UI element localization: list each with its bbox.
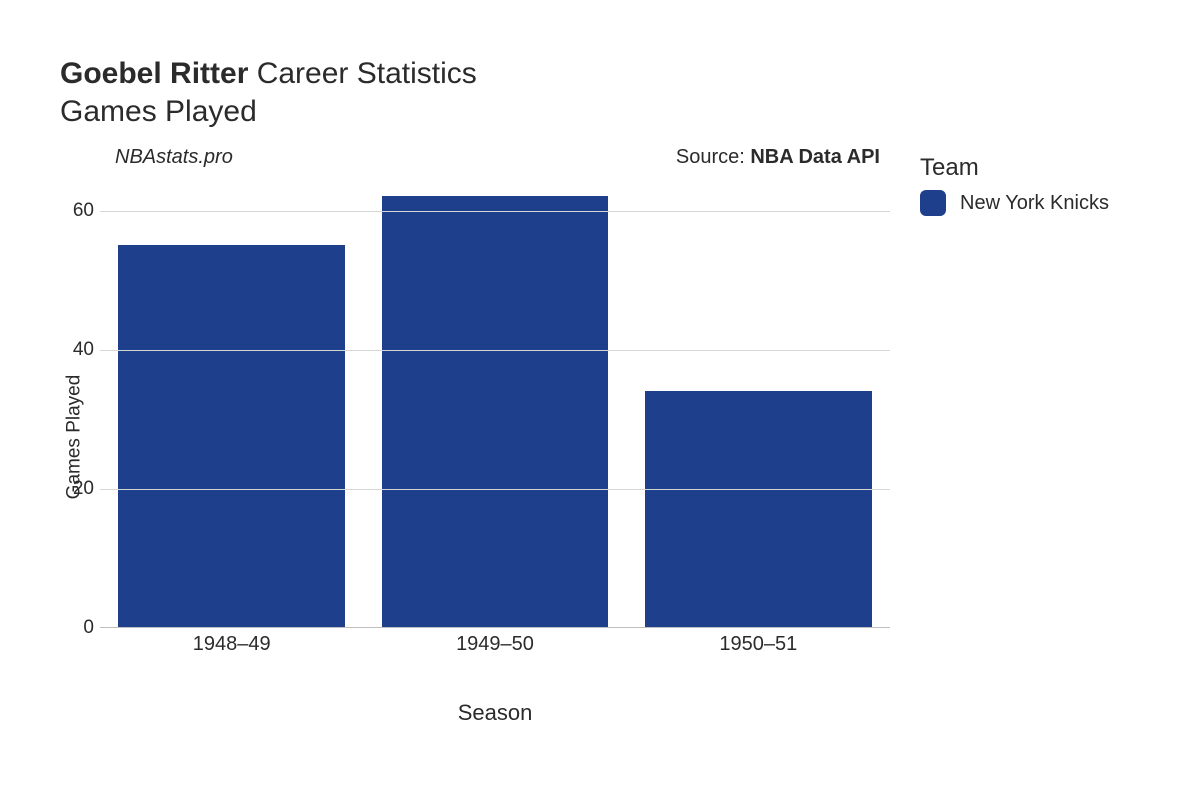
legend-label: New York Knicks [960,192,1109,215]
source-prefix: Source: [676,146,750,168]
chart-container: Goebel Ritter Career Statistics Games Pl… [0,0,1200,800]
grid-line [100,211,890,212]
y-tick-label: 20 [60,478,94,500]
x-axis-title: Season [100,700,890,726]
bar [382,196,608,627]
x-tick-label: 1949–50 [456,633,534,656]
legend-item: New York Knicks [920,190,1109,216]
y-tick-label: 0 [60,617,94,639]
bar-slot [627,176,890,627]
bars-group [100,176,890,627]
bar-slot [100,176,363,627]
legend-swatch [920,190,946,216]
title-line1: Goebel Ritter Career Statistics [60,55,1160,93]
bar [118,245,344,627]
legend-items: New York Knicks [920,190,1109,216]
legend: Team New York Knicks [920,154,1109,216]
title-block: Goebel Ritter Career Statistics Games Pl… [60,55,1160,130]
chart-row: Games Played NBAstats.pro Source: NBA Da… [60,148,1160,726]
grid-line [100,489,890,490]
plot-area [100,176,890,628]
title-line2: Games Played [60,93,1160,131]
x-tick-label: 1950–51 [719,633,797,656]
bar [645,391,871,627]
annotation-site: NBAstats.pro [115,146,233,169]
y-tick-label: 40 [60,339,94,361]
title-player-name: Goebel Ritter [60,57,248,90]
x-tick-label: 1948–49 [193,633,271,656]
chart-wrap: Games Played NBAstats.pro Source: NBA Da… [60,148,890,726]
title-suffix: Career Statistics [248,57,476,90]
y-tick-label: 60 [60,200,94,222]
legend-title: Team [920,154,1109,182]
source-name: NBA Data API [750,146,880,168]
plot: NBAstats.pro Source: NBA Data API 0 20 40 6… [60,148,890,658]
grid-line [100,350,890,351]
bar-slot [363,176,626,627]
annotation-source: Source: NBA Data API [676,146,880,169]
